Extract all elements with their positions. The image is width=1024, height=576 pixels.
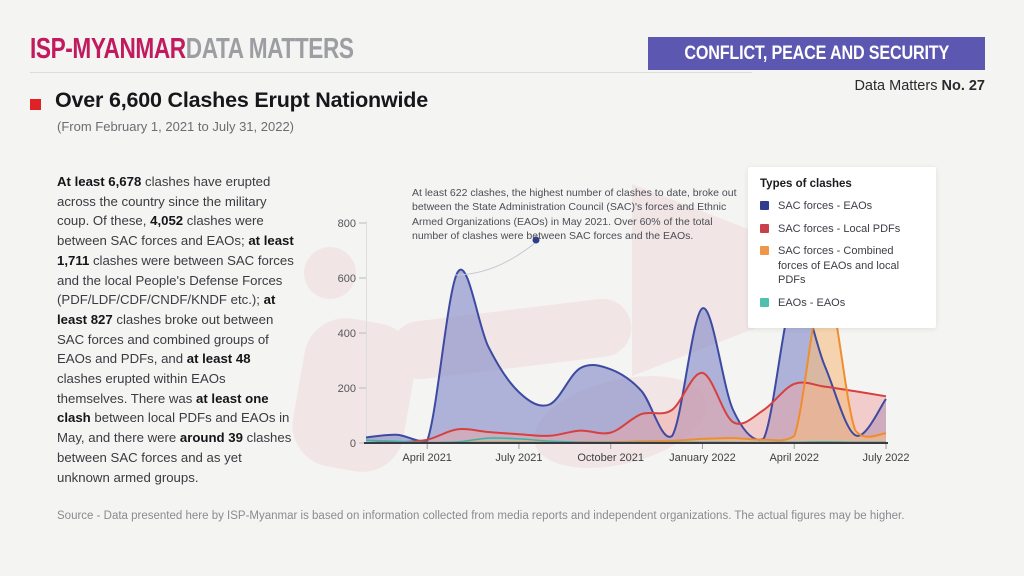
chart-legend: Types of clashes SAC forces - EAOs SAC fo… <box>748 167 936 328</box>
issue-number-line: Data Matters No. 27 <box>854 78 985 94</box>
header-divider <box>30 72 752 73</box>
intro-paragraph: At least 6,678 clashes have erupted acro… <box>57 172 319 487</box>
legend-item: SAC forces - Combined forces of EAOs and… <box>760 244 924 288</box>
legend-item: EAOs - EAOs <box>760 296 924 311</box>
legend-label: EAOs - EAOs <box>778 296 846 309</box>
title-bullet-icon <box>30 99 41 110</box>
legend-label: SAC forces - Local PDFs <box>778 222 901 235</box>
series-area-1 <box>366 372 886 443</box>
series-area-2 <box>366 282 886 443</box>
x-axis-label: April 2021 <box>402 452 452 464</box>
y-axis-label: 400 <box>338 328 356 340</box>
intro-emphasis: 4,052 <box>150 213 184 229</box>
intro-emphasis: around 39 <box>179 430 243 446</box>
legend-title: Types of clashes <box>760 178 852 190</box>
legend-swatch-icon <box>760 201 769 210</box>
intro-text-run: clashes broke out between SAC forces and… <box>57 311 274 367</box>
intro-text-run: clashes have erupted across the country … <box>57 174 271 229</box>
source-note: Source - Data presented here by ISP-Myan… <box>57 510 905 522</box>
intro-text-run: clashes erupted within EAOs themselves. … <box>57 371 226 406</box>
legend-label: SAC forces - EAOs <box>778 200 873 212</box>
x-axis-label: April 2022 <box>769 452 819 464</box>
legend-swatch-icon <box>760 297 769 307</box>
brand-logo: ISP-MYANMARDATA MATTERS <box>30 33 445 66</box>
issue-label: Data Matters <box>854 78 942 94</box>
intro-emphasis: at least 827 <box>57 292 276 327</box>
y-axis-label: 0 <box>350 438 356 450</box>
chart-annotation: At least 622 clashes, the highest number… <box>412 187 737 243</box>
intro-text-run: between local PDFs and EAOs in May, and … <box>57 410 290 446</box>
clashes-area-chart: 0 200 400 600 800 April 2021 July 2021 October … <box>338 218 910 464</box>
category-badge-label: CONFLICT, PEACE AND SECURITY <box>683 42 949 64</box>
intro-emphasis: at least 1,711 <box>57 233 294 268</box>
y-axis-label: 800 <box>338 218 356 230</box>
date-range-subtitle: (From February 1, 2021 to July 31, 2022) <box>57 119 295 134</box>
brand-logo-secondary: DATA MATTERS <box>185 33 354 65</box>
intro-text-run: clashes were between SAC forces and the … <box>57 252 294 308</box>
series-line-1 <box>365 371 887 444</box>
legend-swatch-icon <box>760 246 769 255</box>
issue-number: No. 27 <box>941 78 985 94</box>
y-axis-label: 200 <box>338 383 356 395</box>
annotation-connector-line <box>454 242 536 276</box>
x-axis-label: July 2022 <box>862 452 909 464</box>
series-area-0 <box>366 269 886 443</box>
intro-emphasis: At least 6,678 <box>57 174 142 189</box>
legend-item: SAC forces - Local PDFs <box>760 222 924 237</box>
intro-text-run: clashes were between SAC forces and EAOs… <box>57 213 264 249</box>
legend-swatch-icon <box>760 223 769 233</box>
page-title: Over 6,600 Clashes Erupt Nationwide <box>55 88 428 112</box>
intro-emphasis: at least one clash <box>57 390 269 426</box>
y-axis-label: 600 <box>338 273 356 285</box>
category-badge: CONFLICT, PEACE AND SECURITY <box>647 37 985 70</box>
brand-logo-primary: ISP-MYANMAR <box>30 33 186 65</box>
legend-item: SAC forces - EAOs <box>760 199 924 214</box>
intro-text-run: clashes between SAC forces and as yet un… <box>57 430 292 485</box>
intro-emphasis: at least 48 <box>186 351 251 367</box>
x-axis-label: October 2021 <box>577 452 644 464</box>
annotation-dot-icon <box>532 236 540 244</box>
legend-label: SAC forces - Combined forces of EAOs and… <box>778 245 900 286</box>
x-axis-label: January 2022 <box>669 452 736 464</box>
x-axis-label: July 2021 <box>495 452 542 464</box>
